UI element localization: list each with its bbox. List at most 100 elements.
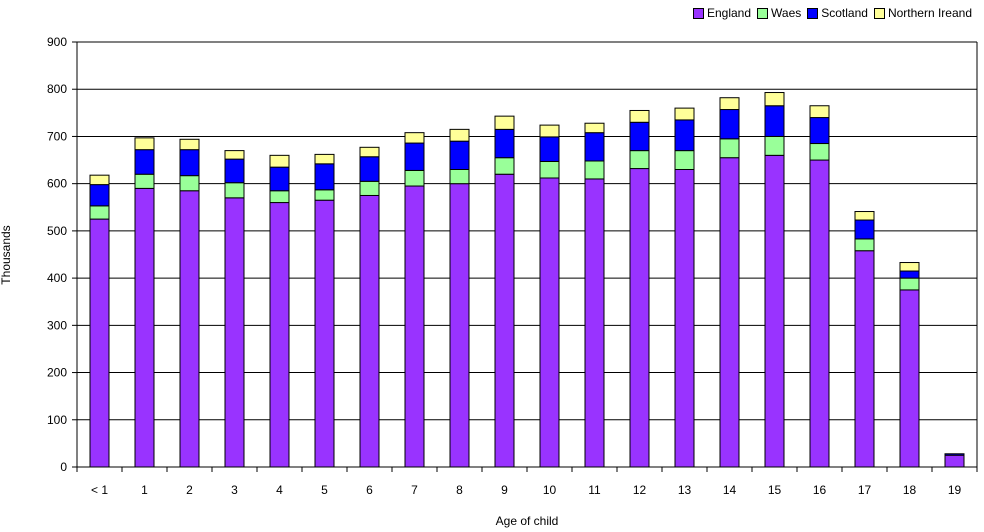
legend-label: Scotland: [821, 6, 868, 20]
bar-segment: [584, 160, 605, 180]
x-tick-label: 5: [321, 483, 328, 497]
y-tick-label: 100: [47, 413, 67, 427]
x-tick-label: 9: [501, 483, 508, 497]
bar-segment: [224, 158, 245, 184]
y-tick-label: 400: [47, 271, 67, 285]
bar-segment: [179, 190, 200, 468]
bar-segment: [449, 128, 470, 142]
bar-segment: [944, 454, 965, 468]
legend-swatch: [757, 7, 769, 19]
bar-segment: [494, 157, 515, 175]
y-tick-label: 200: [47, 366, 67, 380]
bar-segment: [719, 97, 740, 111]
bar-segment: [764, 105, 785, 137]
x-tick-label: 18: [903, 483, 917, 497]
bar-segment: [674, 107, 695, 121]
bar-segment: [449, 169, 470, 185]
bar-segment: [134, 149, 155, 175]
y-tick-label: 700: [47, 129, 67, 143]
bar-segment: [89, 184, 110, 207]
bar-segment: [899, 262, 920, 272]
bar-segment: [764, 154, 785, 468]
bar-segment: [809, 143, 830, 161]
x-tick-label: 3: [231, 483, 238, 497]
bar-segment: [854, 219, 875, 240]
bar-segment: [629, 168, 650, 468]
bar-segment: [854, 211, 875, 221]
bar-segment: [944, 453, 965, 456]
legend-label: England: [706, 6, 752, 20]
bar-segment: [809, 117, 830, 145]
legend-item: Northern Ireand: [873, 6, 972, 20]
bar-segment: [674, 119, 695, 152]
bar-segment: [629, 150, 650, 170]
bar-segment: [314, 163, 335, 191]
y-tick-label: 900: [47, 35, 67, 49]
bar-segment: [269, 190, 290, 204]
x-tick-label: < 1: [91, 483, 108, 497]
bar-segment: [404, 169, 425, 187]
bar-segment: [674, 150, 695, 171]
bar-segment: [224, 197, 245, 468]
x-axis-title: Age of child: [495, 514, 559, 528]
bar-segment: [674, 169, 695, 468]
bar-segment: [719, 157, 740, 468]
legend-item: England: [692, 6, 752, 20]
legend-swatch: [692, 7, 704, 19]
bar-segment: [89, 205, 110, 220]
legend-swatch: [807, 7, 819, 19]
bar-segment: [539, 160, 560, 179]
bar-segment: [494, 173, 515, 468]
bar-segment: [179, 138, 200, 151]
bar-segment: [629, 109, 650, 123]
legend-label: Northern Ireand: [887, 6, 972, 20]
bar-segment: [764, 135, 785, 156]
bar-segment: [854, 238, 875, 252]
bar-segment: [314, 199, 335, 468]
bar-segment: [584, 122, 605, 134]
bar-segment: [134, 137, 155, 151]
bar-segment: [539, 136, 560, 162]
bar-segment: [809, 105, 830, 119]
bar-segment: [449, 140, 470, 171]
bar-segment: [134, 173, 155, 189]
legend: England Waes Scotland Northern Ireand: [687, 6, 972, 20]
x-tick-label: 4: [276, 483, 283, 497]
bar-segment: [134, 187, 155, 468]
bar-segment: [539, 124, 560, 138]
x-tick-label: 15: [768, 483, 782, 497]
bar-segment: [854, 250, 875, 468]
bar-segment: [404, 132, 425, 144]
y-tick-label: 800: [47, 82, 67, 96]
bar-segment: [224, 182, 245, 199]
bar-segment: [269, 154, 290, 168]
bar-segment: [359, 146, 380, 158]
bar-segment: [449, 183, 470, 468]
bar-segment: [359, 156, 380, 182]
x-tick-label: 16: [813, 483, 827, 497]
x-tick-label: 7: [411, 483, 418, 497]
bar-segment: [899, 270, 920, 279]
legend-item: Scotland: [807, 6, 868, 20]
bar-segment: [494, 128, 515, 159]
x-tick-label: 10: [543, 483, 557, 497]
bar-segment: [89, 218, 110, 468]
x-tick-label: 17: [858, 483, 872, 497]
bar-segment: [404, 185, 425, 468]
bar-segment: [314, 189, 335, 201]
y-tick-label: 0: [60, 460, 67, 474]
legend-item: Waes: [757, 6, 801, 20]
bar-segment: [764, 92, 785, 107]
bar-segment: [89, 174, 110, 186]
bar-segment: [224, 150, 245, 160]
x-tick-label: 2: [186, 483, 193, 497]
bar-segment: [494, 115, 515, 130]
bar-segment: [179, 175, 200, 192]
bar-segment: [404, 142, 425, 171]
bar-segment: [269, 166, 290, 192]
bar-segment: [584, 178, 605, 468]
bar-segment: [719, 109, 740, 140]
bar-segment: [809, 159, 830, 468]
bar-segment: [899, 289, 920, 468]
